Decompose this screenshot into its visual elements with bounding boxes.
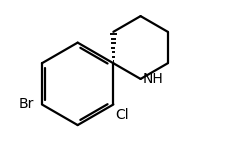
Text: NH: NH [142,72,163,86]
Text: Cl: Cl [115,108,128,122]
Text: Br: Br [19,97,34,111]
